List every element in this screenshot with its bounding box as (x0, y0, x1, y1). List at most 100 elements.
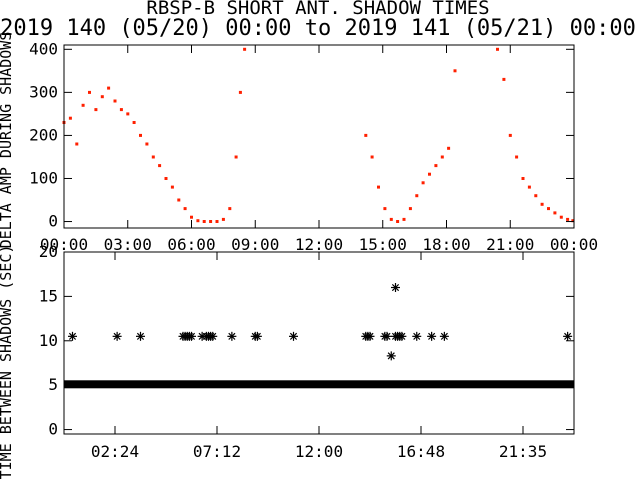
x-tick-label: 03:00 (104, 235, 152, 254)
x-tick-label: 21:35 (499, 442, 547, 461)
data-point (559, 215, 563, 219)
marker-stroke (428, 332, 436, 340)
data-point (208, 331, 218, 341)
data-point (391, 283, 400, 293)
data-point (81, 103, 85, 107)
y-tick-label: 0 (48, 420, 58, 439)
data-point (187, 331, 196, 341)
data-point (151, 155, 155, 159)
x-tick-label: 18:00 (422, 235, 470, 254)
y-tick-label: 300 (29, 82, 58, 101)
data-point (289, 331, 298, 341)
data-point (113, 99, 117, 103)
data-point (427, 331, 437, 341)
data-point (227, 331, 237, 341)
data-point (183, 207, 187, 211)
data-point (377, 185, 380, 189)
marker-stroke (564, 332, 572, 340)
data-point (136, 331, 145, 341)
bottom-data-points (64, 283, 574, 389)
data-point (112, 331, 122, 341)
data-point (386, 351, 396, 361)
data-point (397, 331, 407, 341)
marker-stroke (387, 352, 395, 360)
x-tick-label: 12:00 (295, 442, 343, 461)
data-point (571, 219, 575, 223)
data-point (553, 211, 557, 215)
chart-subtitle: 2019 140 (05/20) 00:00 to 2019 141 (05/2… (0, 16, 636, 41)
x-tick-label: 07:12 (193, 442, 241, 461)
data-point (540, 202, 544, 206)
marker-stroke (440, 332, 448, 340)
marker-stroke (187, 332, 196, 340)
data-point (440, 155, 444, 159)
data-point (68, 116, 72, 120)
data-point (365, 331, 375, 341)
x-tick-label: 16:48 (397, 442, 445, 461)
data-point (408, 207, 412, 211)
data-point (190, 215, 193, 219)
data-point (389, 217, 393, 221)
data-point (209, 220, 213, 223)
data-point (563, 331, 573, 341)
data-point (439, 331, 449, 341)
marker-stroke (228, 332, 236, 340)
marker-stroke (136, 332, 145, 340)
marker-stroke (289, 332, 298, 340)
x-tick-label: 21:00 (486, 235, 534, 254)
data-point (364, 133, 368, 137)
bottom-panel: TIME BETWEEN SHADOWS (SEC) 02:24 07:12 12:… (0, 242, 575, 480)
x-tick-label: 15:00 (359, 235, 407, 254)
data-point (496, 47, 499, 51)
marker-stroke (391, 283, 400, 292)
data-point (88, 90, 91, 94)
data-point (382, 331, 392, 341)
y-tick-label: 5 (48, 375, 58, 394)
data-point (100, 95, 104, 99)
bottom-ylabel: TIME BETWEEN SHADOWS (SEC) (0, 245, 15, 480)
data-point (126, 112, 130, 116)
y-tick-label: 200 (29, 125, 58, 144)
data-point (139, 133, 142, 137)
y-tick-label: 20 (39, 242, 58, 261)
y-tick-label: 400 (29, 39, 58, 58)
marker-stroke (253, 332, 261, 340)
data-point (238, 90, 242, 94)
y-tick-label: 10 (39, 331, 58, 350)
x-tick-label: 00:00 (40, 235, 88, 254)
y-tick-label: 100 (29, 168, 58, 187)
marker-stroke (209, 332, 217, 340)
top-ticks: 00:00 03:00 06:00 09:00 12:00 15:00 18:00 21:00… (29, 39, 598, 254)
data-point (196, 219, 200, 223)
y-tick-label: 15 (39, 286, 58, 305)
marker-stroke (366, 332, 374, 340)
data-point (145, 142, 149, 146)
marker-stroke (398, 332, 406, 340)
y-tick-label: 0 (48, 212, 58, 231)
x-tick-label: 00:00 (550, 235, 598, 254)
data-point (243, 47, 247, 51)
data-point (566, 217, 570, 221)
marker-stroke (383, 332, 391, 340)
data-point (502, 77, 506, 81)
data-point (547, 207, 550, 211)
marker-stroke (68, 332, 77, 340)
x-tick-label: 09:00 (231, 235, 279, 254)
data-point (434, 164, 438, 168)
data-point (221, 217, 225, 221)
data-point (170, 185, 174, 189)
data-point (202, 220, 206, 223)
data-point (215, 220, 219, 223)
data-point (132, 121, 136, 124)
data-point (75, 142, 79, 146)
data-point (119, 108, 123, 112)
data-point (534, 194, 538, 198)
data-point (415, 194, 419, 198)
marker-stroke (413, 332, 421, 340)
data-point (515, 155, 519, 159)
data-point (447, 146, 451, 150)
data-point (158, 164, 162, 168)
data-point (527, 185, 531, 189)
x-tick-label: 06:00 (167, 235, 215, 254)
